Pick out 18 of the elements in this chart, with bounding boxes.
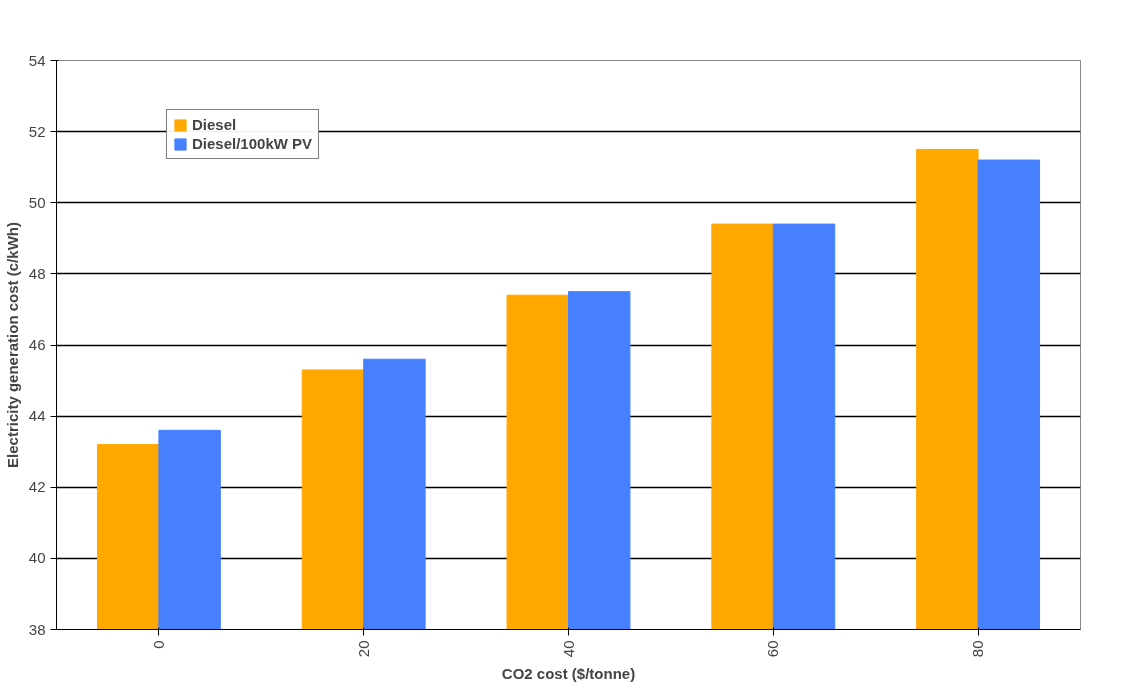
legend-label: Diesel/100kW PV: [192, 135, 313, 152]
y-tick-label: 46: [28, 336, 46, 353]
y-tick-label: 38: [28, 620, 46, 638]
x-axis-title: CO2 cost ($/tonne): [501, 665, 636, 683]
x-tick-label: 80: [969, 640, 987, 658]
x-tick-label: 40: [559, 640, 577, 658]
y-tick-label: 50: [28, 193, 46, 211]
x-tick-label: 0: [149, 640, 167, 649]
legend-label: Diesel: [192, 116, 237, 133]
y-tick-label: 54: [28, 51, 46, 69]
y-tick-label: 42: [28, 478, 46, 496]
x-tick-label: 20: [354, 640, 372, 658]
y-tick-label: 48: [28, 264, 46, 282]
x-tick-label: 60: [764, 640, 782, 658]
y-tick-label: 52: [28, 122, 46, 140]
y-tick-label: 40: [28, 549, 46, 567]
y-axis-title: Electricity generation cost (c/kWh): [3, 222, 21, 468]
y-tick-label: 44: [28, 407, 46, 425]
